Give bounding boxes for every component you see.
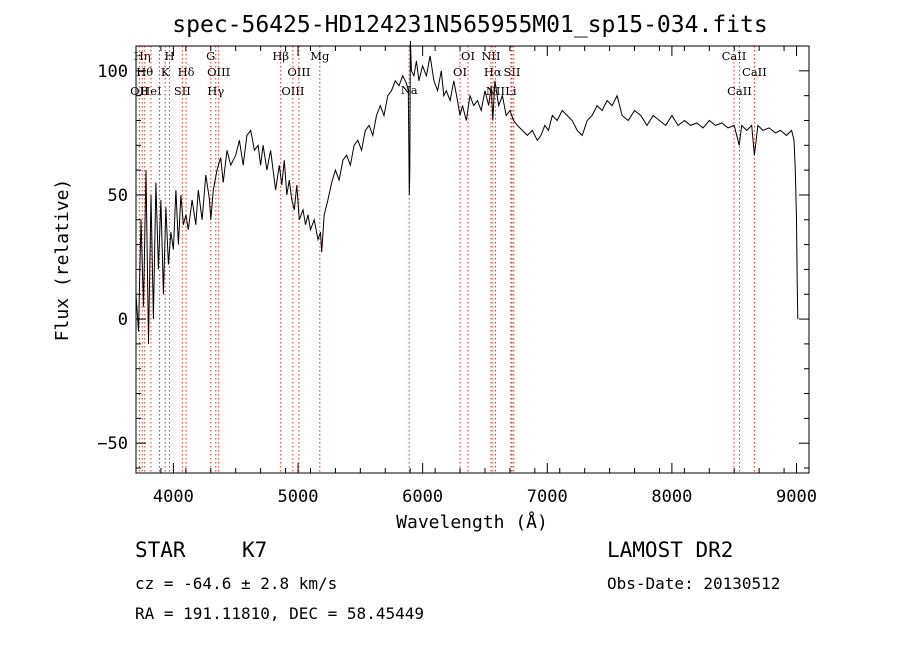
survey-name: LAMOST DR2 bbox=[607, 538, 734, 562]
line-marker-label: OIII bbox=[207, 65, 230, 79]
line-marker-label: Hβ bbox=[272, 49, 289, 63]
obs-date: Obs-Date: 20130512 bbox=[607, 574, 781, 593]
line-marker-label: OI bbox=[461, 49, 475, 63]
x-tick-label: 5000 bbox=[278, 487, 319, 507]
line-marker-label: Hδ bbox=[178, 65, 195, 79]
line-marker-label: Hθ bbox=[136, 65, 153, 79]
flux-series bbox=[135, 40, 799, 344]
x-tick-label: 6000 bbox=[402, 487, 443, 507]
redshift-readout: cz = -64.6 ± 2.8 km/s bbox=[135, 574, 338, 593]
line-marker-label: SII bbox=[504, 65, 521, 79]
line-marker-label: G bbox=[206, 49, 215, 63]
line-marker-label: Na bbox=[401, 83, 418, 97]
line-marker-label: OIII bbox=[281, 84, 304, 98]
line-marker-label: H bbox=[165, 49, 175, 63]
object-class: STAR bbox=[135, 538, 186, 562]
coordinates: RA = 191.11810, DEC = 58.45449 bbox=[135, 604, 424, 623]
line-marker-label: CaII bbox=[722, 49, 747, 63]
y-tick-label: −50 bbox=[97, 434, 128, 454]
object-subclass: K7 bbox=[242, 538, 268, 562]
x-axis-label: Wavelength (Å) bbox=[396, 511, 548, 533]
y-tick-label: 100 bbox=[97, 62, 128, 82]
spectral-line-markers: OIIHηHθHeIKHSIIHδGHγOIIIHβOIIIOIIIMgNaOI… bbox=[130, 46, 767, 473]
y-tick-label: 50 bbox=[108, 186, 128, 206]
line-marker-label: OII bbox=[130, 84, 149, 98]
chart-title: spec-56425-HD124231N565955M01_sp15-034.f… bbox=[172, 12, 767, 38]
flux-line-0 bbox=[135, 40, 799, 344]
plot-frame bbox=[135, 45, 810, 474]
line-marker-label: Mg bbox=[310, 49, 330, 63]
line-marker-label: K bbox=[161, 65, 170, 79]
y-axis-label: Flux (relative) bbox=[52, 179, 73, 342]
line-marker-label: NII bbox=[481, 49, 500, 63]
line-marker-label: Hγ bbox=[207, 84, 224, 98]
line-marker-label: CaII bbox=[727, 84, 752, 98]
y-axis-ticks: −50 0 50 100 bbox=[97, 45, 809, 469]
line-marker-label: Hη bbox=[134, 49, 151, 63]
x-tick-label: 7000 bbox=[527, 487, 568, 507]
line-marker-label: SII bbox=[174, 84, 191, 98]
y-tick-label: 0 bbox=[118, 310, 128, 330]
x-axis-ticks: 4000 5000 6000 7000 8000 9000 bbox=[135, 46, 817, 507]
x-tick-label: 4000 bbox=[153, 487, 194, 507]
line-marker-label: Li bbox=[505, 84, 517, 98]
x-tick-label: 9000 bbox=[776, 487, 817, 507]
line-marker-label: CaII bbox=[742, 65, 767, 79]
line-marker-label: Hα bbox=[484, 65, 502, 79]
line-marker-label: HeI bbox=[140, 84, 161, 98]
line-marker-label: OIII bbox=[287, 65, 310, 79]
line-marker-label: OI bbox=[453, 65, 467, 79]
x-tick-label: 8000 bbox=[651, 487, 692, 507]
